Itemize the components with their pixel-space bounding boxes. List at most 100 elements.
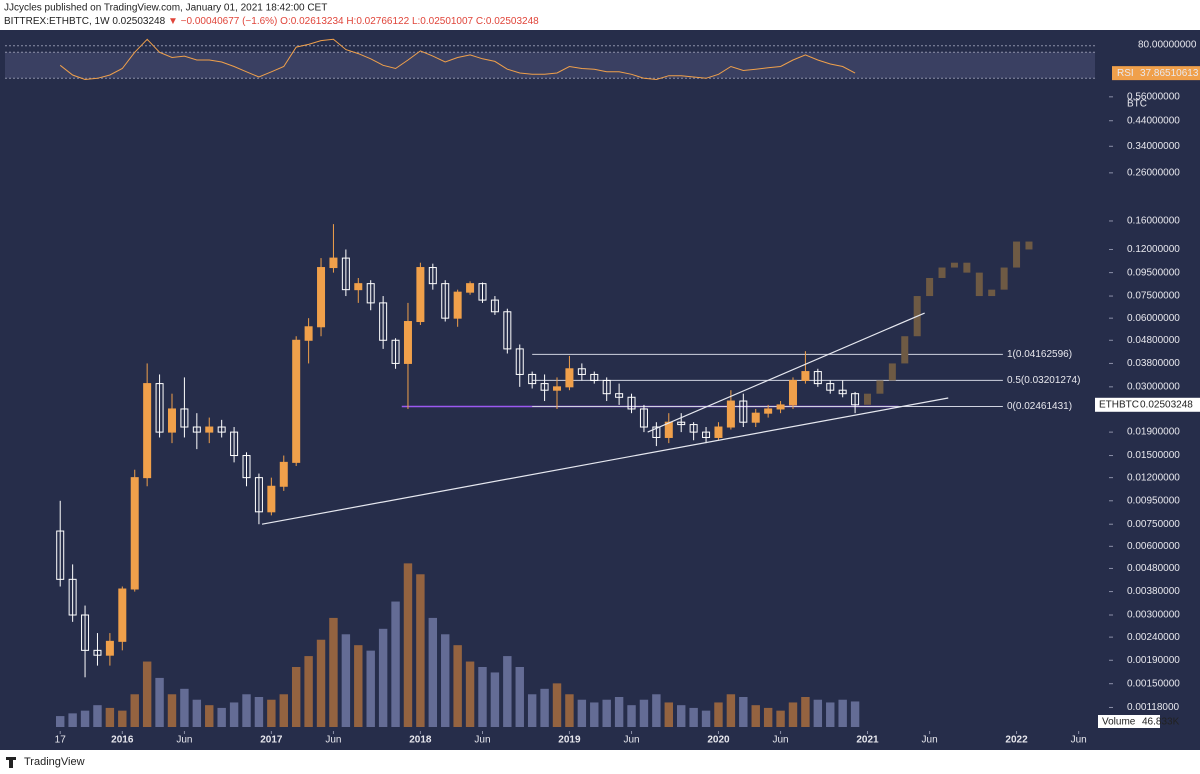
candle-body [639, 408, 648, 428]
candle-body [801, 371, 810, 381]
volume-bar [416, 574, 425, 727]
projection-bar [975, 272, 983, 297]
projection-bar [1000, 267, 1008, 290]
candle-body [180, 408, 189, 428]
candle-body [453, 291, 462, 319]
y-tick-label: 0.12000000 [1127, 244, 1180, 255]
candle-body [764, 408, 773, 414]
candle-body [205, 426, 214, 433]
trendline [647, 312, 925, 433]
volume-bar [267, 699, 276, 727]
volume-bar [813, 699, 823, 727]
candle-body [739, 400, 748, 423]
projection-bar [926, 277, 934, 297]
rsi-value: 37.86510613 [1140, 68, 1199, 79]
y-tick-label: 0.00118000 [1127, 702, 1180, 713]
y-tick-label: 0.44000000 [1127, 115, 1180, 126]
y-tick-label: 0.56000000 [1127, 91, 1180, 102]
candle-body [466, 283, 475, 293]
y-tick-label: 0.26000000 [1127, 168, 1180, 179]
candle-body [428, 267, 437, 285]
candle-body [118, 588, 127, 642]
candle-body [230, 431, 239, 457]
fib-label: 1(0.04162596) [1007, 349, 1072, 360]
y-tick-label: 0.00150000 [1127, 678, 1180, 689]
price-tag-symbol: ETHBTC [1099, 399, 1139, 410]
volume-bar [354, 645, 363, 727]
trendline [261, 397, 949, 525]
projection-bar [963, 262, 971, 273]
projection-bar [938, 267, 946, 278]
candle-body [851, 393, 860, 406]
projection-bar [988, 289, 996, 297]
y-tick-label: 0.03800000 [1127, 358, 1180, 369]
volume-bar [565, 694, 574, 727]
candle-body [130, 477, 139, 590]
projection-bar [1013, 241, 1021, 268]
volume-bar [590, 702, 599, 727]
volume-bar [788, 702, 798, 727]
y-tick-label: 0.00240000 [1127, 632, 1180, 643]
x-tick-label: 2019 [558, 735, 581, 746]
candle-body [813, 371, 822, 385]
y-tick-label: 0.00600000 [1127, 541, 1180, 552]
y-tick-label: 0.00950000 [1127, 495, 1180, 506]
volume-bar [453, 645, 462, 727]
fib-label: 0.5(0.03201274) [1007, 375, 1080, 386]
volume-bar [627, 705, 636, 727]
candle-body [217, 426, 226, 433]
symbol-line: BITTREX:ETHBTC, 1W 0.02503248 ▼ −0.00040… [4, 16, 539, 27]
x-tick-label: 2021 [856, 735, 879, 746]
candle-body [602, 379, 611, 395]
volume-bar [329, 617, 338, 727]
candle-body [590, 373, 599, 381]
x-tick-label: Jun [922, 735, 938, 746]
projection-bar [901, 336, 909, 364]
symbol: BITTREX:ETHBTC, 1W [4, 16, 110, 27]
candle-body [627, 396, 636, 410]
candle-body [93, 649, 102, 656]
candle-body [267, 485, 276, 513]
projection-bar [1025, 241, 1033, 250]
currency-label: BTC [1127, 99, 1147, 110]
candle-body [751, 412, 760, 423]
candle-body [714, 426, 723, 438]
candle-body [329, 257, 338, 269]
y-tick-label: 0.16000000 [1127, 216, 1180, 227]
volume-bar [602, 699, 611, 727]
volume-bar [291, 667, 301, 727]
volume-bar [205, 705, 214, 727]
candle-body [317, 267, 326, 328]
rsi-line [59, 38, 856, 81]
candle-body [565, 368, 574, 388]
volume-bar [378, 628, 388, 727]
brand-logo [6, 757, 16, 768]
y-tick-label: 0.00480000 [1127, 563, 1180, 574]
volume-bar [614, 697, 624, 727]
volume-bar [80, 710, 90, 727]
candle-body [143, 383, 152, 479]
x-tick-label: 2017 [260, 735, 283, 746]
volume-bar [739, 697, 748, 727]
x-tick-label: Jun [325, 735, 341, 746]
volume-bar [850, 701, 860, 727]
volume-bar [130, 694, 139, 727]
volume-bar [776, 710, 785, 727]
volume-bar [801, 697, 810, 727]
candle-body [615, 393, 624, 398]
candle-body [515, 348, 524, 375]
footer-bg [0, 750, 1200, 774]
y-tick-label: 0.00300000 [1127, 610, 1180, 621]
volume-bar [105, 707, 115, 727]
candle-body [292, 339, 301, 463]
candle-body [167, 408, 176, 433]
volume-bar [639, 699, 649, 727]
volume-bar [751, 705, 760, 727]
y-tick-label: 0.09500000 [1127, 267, 1180, 278]
x-tick-label: 2016 [111, 735, 134, 746]
candle-body [826, 383, 835, 391]
rsi-name: RSI [1117, 68, 1134, 79]
candle-body [788, 379, 797, 406]
volume-bar [217, 707, 226, 727]
volume-bar [664, 702, 673, 727]
